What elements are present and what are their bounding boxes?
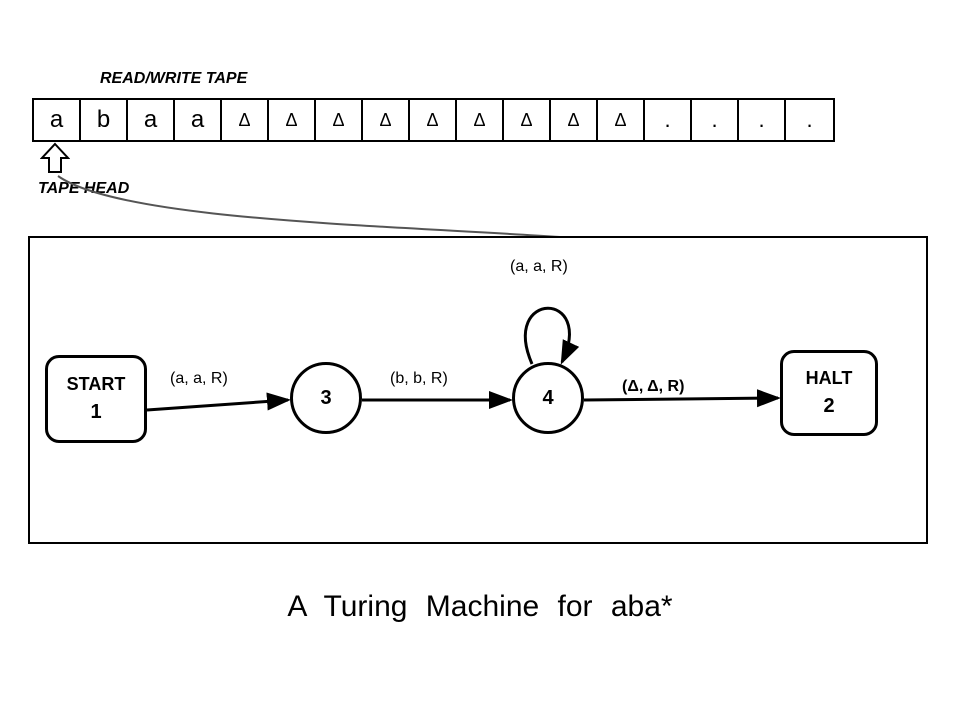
tape-cell: a [175,100,222,140]
node-number: 4 [542,387,553,410]
state-node-halt: HALT 2 [780,350,878,436]
tape-cell: Δ [457,100,504,140]
tape-cell: . [645,100,692,140]
node-number: 1 [90,398,101,426]
tape-cell: . [739,100,786,140]
tape-head-arrow-icon [40,142,70,176]
tape-cell: Δ [269,100,316,140]
tape: abaaΔΔΔΔΔΔΔΔΔ.... [32,98,835,142]
tape-cell: a [128,100,175,140]
tape-cell: . [786,100,833,140]
node-number: 2 [823,392,834,420]
tape-cell: Δ [363,100,410,140]
tape-cell: Δ [410,100,457,140]
edge-label-4-2: (Δ, Δ, R) [622,378,684,396]
diagram-caption: A Turing Machine for aba* [0,590,960,624]
state-node-start: START 1 [45,355,147,443]
node-label: START [67,372,126,397]
node-number: 3 [320,387,331,410]
tape-cell: Δ [504,100,551,140]
tape-cell: Δ [222,100,269,140]
tape-cell: Δ [316,100,363,140]
edge-label-1-3: (a, a, R) [170,370,228,388]
node-label: HALT [806,366,853,391]
edge-label-3-4: (b, b, R) [390,370,448,388]
tape-cell: b [81,100,128,140]
tape-cell: Δ [551,100,598,140]
edge-label-4-4: (a, a, R) [510,258,568,276]
tape-label: READ/WRITE TAPE [100,70,247,88]
state-node-3: 3 [290,362,362,434]
tape-cell: Δ [598,100,645,140]
tape-cell: a [34,100,81,140]
tape-head-label: TAPE HEAD [38,180,129,198]
tape-cell: . [692,100,739,140]
state-node-4: 4 [512,362,584,434]
